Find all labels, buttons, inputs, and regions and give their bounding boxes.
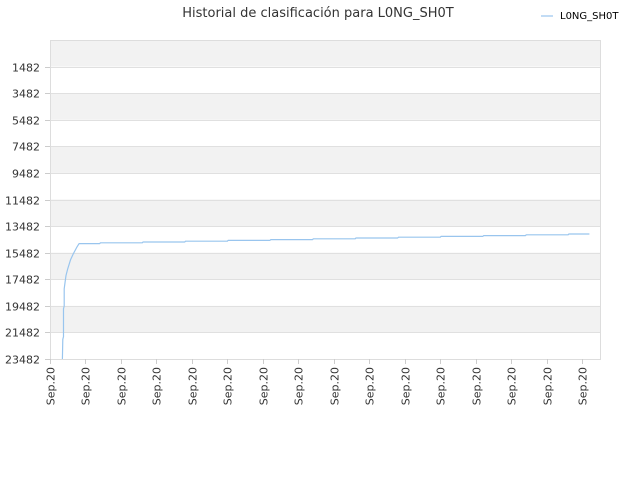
plot-band — [50, 93, 600, 120]
x-tick-label: Sep.20 — [222, 367, 235, 405]
y-tick-label: 13482 — [5, 221, 40, 234]
x-tick-label: Sep.20 — [435, 367, 448, 405]
y-tick-label: 23482 — [5, 354, 40, 367]
x-tick-label: Sep.20 — [187, 367, 200, 405]
x-tick-label: Sep.20 — [577, 367, 590, 405]
x-tick-label: Sep.20 — [364, 367, 377, 405]
x-tick-label: Sep.20 — [80, 367, 93, 405]
y-tick-label: 5482 — [12, 115, 40, 128]
plot-band — [50, 40, 600, 67]
x-tick-label: Sep.20 — [329, 367, 342, 405]
y-tick-label: 7482 — [12, 141, 40, 154]
x-tick-label: Sep.20 — [471, 367, 484, 405]
y-tick-label: 9482 — [12, 168, 40, 181]
y-tick-label: 17482 — [5, 274, 40, 287]
y-tick-label: 15482 — [5, 248, 40, 261]
x-tick-label: Sep.20 — [258, 367, 271, 405]
x-axis: Sep.20 Sep.20 Sep.20 Sep.20 Sep.20 Sep.20 Sep.… — [45, 359, 590, 405]
y-tick-label: 3482 — [12, 88, 40, 101]
x-tick-label: Sep.20 — [116, 367, 129, 405]
chart-legend[interactable]: L0NG_SH0T — [541, 11, 619, 22]
y-tick-label: 11482 — [5, 195, 40, 208]
y-axis: 1482 3482 5482 7482 9482 11482 13482 15482 17482… — [5, 62, 50, 367]
x-tick-label: Sep.20 — [542, 367, 555, 405]
x-tick-label: Sep.20 — [293, 367, 306, 405]
x-tick-label: Sep.20 — [400, 367, 413, 405]
legend-label-l0ng-sh0t: L0NG_SH0T — [560, 11, 619, 22]
plot-border — [50, 40, 601, 360]
series-l0ng-sh0t — [61, 233, 590, 360]
y-tick-label: 1482 — [12, 62, 40, 75]
plot-band — [50, 199, 600, 227]
plot-band — [50, 146, 600, 173]
plot-band — [50, 305, 600, 333]
plot-band — [50, 252, 600, 280]
plot-background-bands — [50, 40, 600, 333]
y-tick-label: 19482 — [5, 301, 40, 314]
chart-title: Historial de clasificación para L0NG_SH0… — [182, 6, 454, 21]
series-line-l0ng-sh0t — [61, 233, 590, 360]
x-tick-label: Sep.20 — [151, 367, 164, 405]
x-tick-label: Sep.20 — [45, 367, 58, 405]
x-tick-label: Sep.20 — [506, 367, 519, 405]
y-tick-label: 21482 — [5, 327, 40, 340]
